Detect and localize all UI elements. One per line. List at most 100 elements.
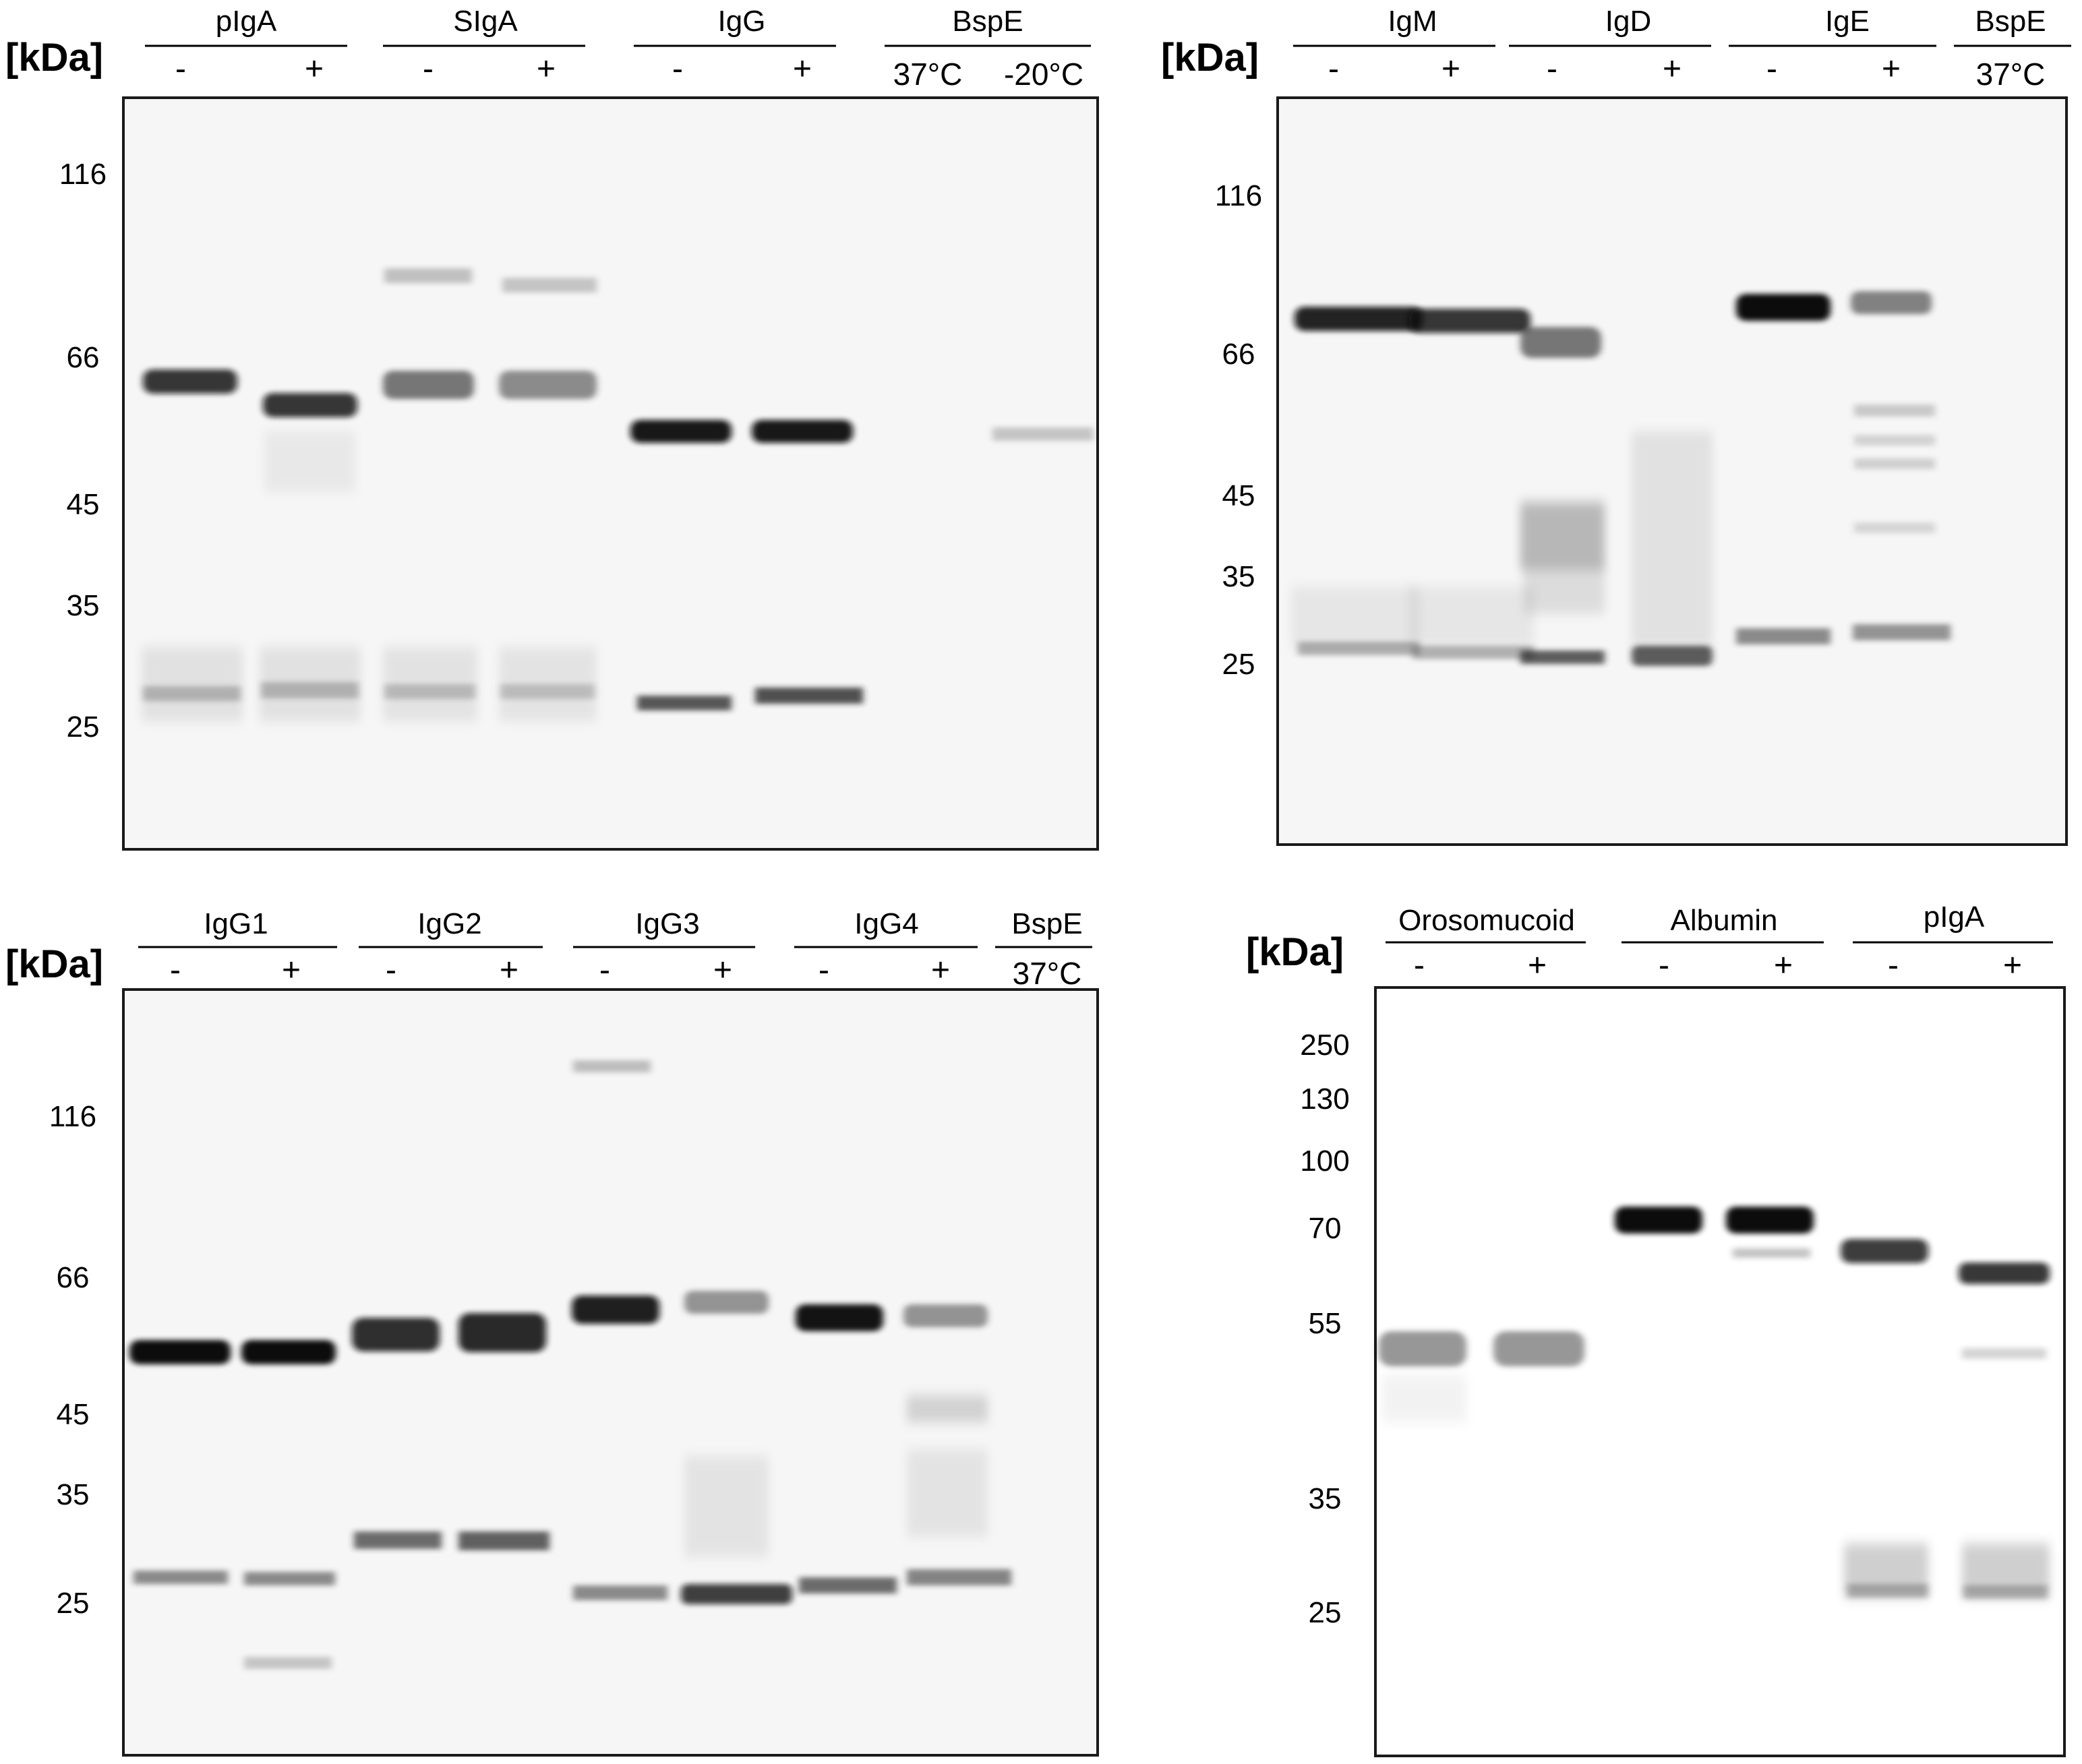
lane-label: -: [672, 51, 683, 87]
group-label-ige: IgE: [1825, 5, 1870, 38]
mw-markers: 116 66 45 35 25: [59, 158, 107, 743]
lane-group-header: SIgA - +: [383, 5, 585, 87]
gel-smear: [684, 1456, 769, 1557]
gel-band: [1962, 1348, 2046, 1359]
lane-group-header: IgG4 - +: [794, 907, 978, 988]
mw-marker: 66: [67, 341, 100, 374]
lane-label: +: [305, 51, 324, 87]
group-label-orosomucoid: Orosomucoid: [1398, 904, 1575, 937]
gel-band: [241, 1340, 336, 1364]
lane-label: -: [1328, 51, 1339, 87]
gel-band: [384, 684, 475, 699]
mw-marker: 45: [57, 1398, 90, 1431]
gel-smear: [1409, 586, 1534, 647]
mw-marker: 116: [49, 1100, 96, 1133]
group-label-igg2: IgG2: [417, 907, 481, 940]
lane-group-header: IgG1 - +: [138, 907, 337, 988]
gel-band: [1736, 294, 1831, 321]
lane-group-header: BspE 37°C -20°C: [885, 5, 1091, 92]
mw-marker: 70: [1309, 1212, 1342, 1245]
group-label-bspe: BspE: [952, 5, 1023, 38]
gel-band: [1736, 628, 1831, 644]
lane-label: +: [1882, 51, 1901, 87]
group-label-albumin: Albumin: [1671, 904, 1778, 937]
gel-band: [796, 1304, 883, 1331]
gel-band: [1520, 650, 1605, 664]
mw-marker: 35: [1222, 560, 1255, 593]
group-label-piga: pIgA: [1924, 901, 1985, 934]
gel-band: [1854, 522, 1935, 533]
lane-label: -: [175, 51, 186, 87]
lane-label: -: [599, 952, 610, 988]
group-label-piga: pIgA: [216, 5, 277, 38]
gel-band: [681, 1584, 792, 1604]
gel-band: [502, 278, 597, 293]
lane-label: +: [793, 51, 812, 87]
lane-label: +: [1528, 948, 1547, 983]
gel-smear: [907, 1395, 988, 1422]
gel-band: [1854, 404, 1935, 417]
lane-group-header: IgE - +: [1729, 5, 1936, 87]
group-label-igg4: IgG4: [854, 907, 918, 940]
gel-band: [1379, 1331, 1466, 1366]
lane-label: -: [1414, 948, 1425, 983]
panel-top-left: [kDa] pIgA - + SIgA - + IgG - + BspE 37°…: [5, 5, 1099, 851]
gel-band: [1295, 307, 1423, 331]
mw-marker: 66: [57, 1261, 90, 1294]
gel-band: [143, 369, 237, 394]
gel-band: [1412, 646, 1534, 659]
gel-band: [1615, 1207, 1702, 1234]
mw-marker: 55: [1309, 1307, 1342, 1340]
mw-markers: 116 66 45 35 25: [49, 1100, 96, 1620]
lane-label: +: [1774, 948, 1793, 983]
gel-band: [383, 371, 474, 399]
gel-band: [244, 1657, 332, 1669]
gel-background: [1375, 987, 2064, 1756]
group-label-igg1: IgG1: [204, 907, 268, 940]
gel-smear: [1632, 431, 1713, 647]
lane-group-header: IgG - +: [634, 5, 836, 87]
mw-markers: 116 66 45 35 25: [1215, 179, 1262, 681]
mw-marker: 35: [1309, 1482, 1342, 1515]
gel-smear: [1524, 566, 1605, 613]
kda-label: [kDa]: [5, 942, 103, 986]
gel-band: [352, 1318, 440, 1351]
mw-marker: 45: [67, 488, 100, 521]
lane-label: 37°C: [893, 57, 963, 92]
lane-label: -: [386, 952, 396, 988]
gel-bands: [129, 1060, 1011, 1669]
gel-band: [755, 688, 863, 704]
lane-group-header: pIgA - +: [145, 5, 347, 87]
lane-label: +: [1663, 51, 1682, 87]
gel-border: [122, 96, 1099, 851]
lane-group-header: IgG2 - +: [359, 907, 543, 988]
mw-marker: 116: [59, 158, 107, 191]
gel-band: [1854, 435, 1935, 446]
lane-label: -: [1888, 948, 1899, 983]
gel-band: [1963, 1585, 2048, 1599]
lane-label: 37°C: [1013, 956, 1082, 991]
kda-label: [kDa]: [1246, 930, 1344, 974]
gel-band: [1632, 646, 1713, 666]
gel-band: [458, 1531, 549, 1550]
gel-bands: [1291, 291, 1951, 666]
gel-band: [637, 696, 732, 710]
gel-band: [1298, 642, 1419, 655]
gel-band: [1726, 1207, 1814, 1234]
lane-label: +: [713, 952, 732, 988]
gel-band: [384, 268, 472, 283]
gel-band: [573, 1585, 667, 1600]
mw-marker: 25: [1222, 648, 1255, 681]
lane-label: 37°C: [1976, 57, 2046, 92]
gel-band: [354, 1531, 442, 1549]
lane-group-header: Albumin - +: [1622, 904, 1824, 983]
gel-band: [1493, 1331, 1584, 1366]
lane-label: -: [1659, 948, 1669, 983]
gel-band: [133, 1571, 228, 1584]
gel-band: [573, 1060, 651, 1072]
lane-label: -: [1547, 51, 1557, 87]
gel-background: [123, 990, 1098, 1755]
lane-group-header: IgG3 - +: [573, 907, 755, 988]
gel-band: [143, 686, 241, 701]
gel-border: [122, 988, 1099, 1757]
